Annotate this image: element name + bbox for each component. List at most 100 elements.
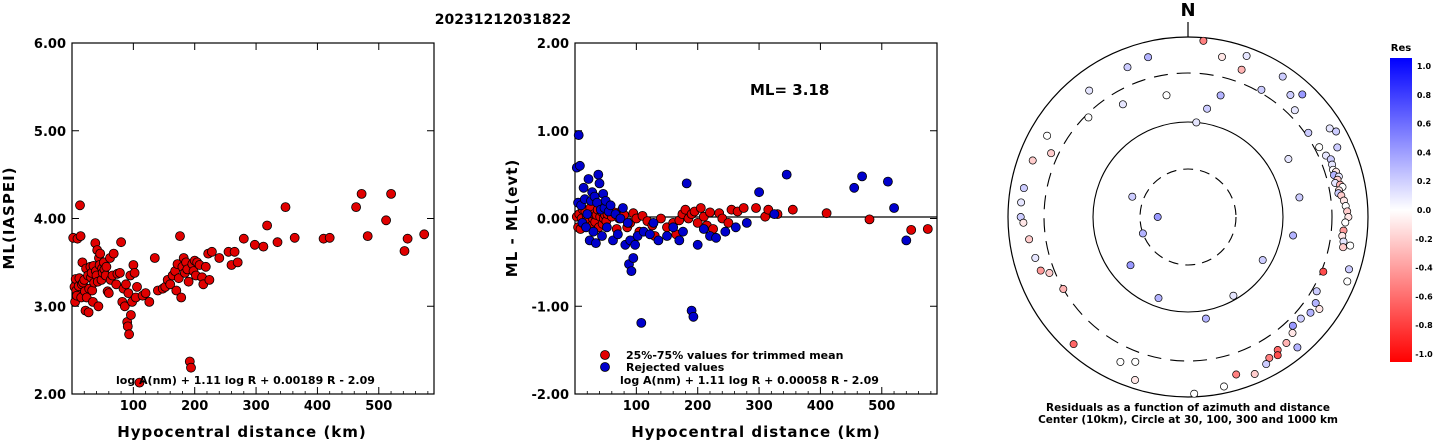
left-data-point bbox=[200, 261, 211, 272]
left-data-point bbox=[95, 248, 106, 259]
middle-data-point bbox=[593, 169, 604, 180]
left-data-point bbox=[134, 377, 145, 388]
middle-data-point bbox=[626, 266, 637, 277]
polar-data-point bbox=[1138, 229, 1147, 238]
left-data-point bbox=[258, 241, 269, 252]
left-data-point bbox=[173, 273, 184, 284]
polar-data-point bbox=[1295, 193, 1304, 202]
middle-data-point bbox=[723, 217, 734, 228]
polar-data-point bbox=[1339, 243, 1348, 252]
middle-data-point bbox=[582, 209, 593, 220]
polar-data-point bbox=[1290, 106, 1299, 115]
middle-data-point bbox=[695, 203, 706, 213]
middle-data-point bbox=[656, 213, 666, 224]
left-data-point bbox=[93, 301, 104, 312]
middle-data-point bbox=[674, 235, 685, 246]
polar-data-point bbox=[1312, 287, 1321, 296]
middle-data-point bbox=[751, 203, 761, 213]
polar-data-point bbox=[1333, 143, 1342, 152]
middle-xtick-label: 400 bbox=[807, 399, 834, 414]
middle-data-point bbox=[578, 182, 589, 193]
left-data-point bbox=[183, 276, 194, 287]
middle-data-point bbox=[668, 222, 679, 233]
left-data-point bbox=[176, 292, 187, 303]
middle-data-point bbox=[645, 229, 655, 240]
polar-data-point bbox=[1220, 382, 1228, 391]
polar-data-point bbox=[1199, 36, 1208, 45]
middle-data-point bbox=[591, 238, 601, 249]
left-data-point bbox=[229, 246, 240, 257]
legend-red-label: 25%-75% values for trimmed mean bbox=[626, 349, 843, 362]
left-data-point bbox=[121, 279, 131, 290]
left-data-point bbox=[356, 188, 367, 199]
left-data-point bbox=[262, 220, 273, 231]
colorbar-tick-label: 0.4 bbox=[1417, 148, 1432, 157]
middle-data-point bbox=[605, 200, 616, 211]
left-data-point bbox=[83, 307, 94, 318]
colorbar-tick-label: -0.4 bbox=[1415, 264, 1433, 273]
north-label: N bbox=[1180, 0, 1195, 21]
middle-data-point bbox=[901, 235, 912, 246]
polar-data-point bbox=[1341, 218, 1350, 227]
colorbar-tick-label: -1.0 bbox=[1415, 350, 1433, 359]
polar-data-point bbox=[1201, 314, 1210, 323]
left-data-point bbox=[324, 232, 335, 243]
polar-data-point bbox=[1118, 100, 1127, 109]
colorbar-tick-label: 0.8 bbox=[1417, 91, 1432, 100]
polar-data-point bbox=[1257, 85, 1266, 94]
middle-data-point bbox=[692, 217, 703, 228]
middle-data-point bbox=[906, 224, 917, 235]
middle-data-point bbox=[857, 171, 867, 182]
middle-data-point bbox=[594, 178, 605, 189]
middle-ytick-label: 0.00 bbox=[537, 213, 569, 228]
polar-data-point bbox=[1144, 53, 1153, 62]
ring-30km bbox=[1139, 168, 1237, 266]
colorbar-title: Res bbox=[1391, 43, 1411, 54]
polar-data-point bbox=[1319, 267, 1328, 276]
middle-data-point bbox=[741, 217, 752, 228]
polar-data-point bbox=[1043, 131, 1052, 140]
middle-ytick-label: 1.00 bbox=[537, 125, 569, 140]
middle-data-point bbox=[630, 239, 640, 250]
left-data-point bbox=[119, 301, 130, 312]
left-data-point bbox=[206, 246, 217, 257]
polar-data-point bbox=[1116, 357, 1125, 366]
left-data-point bbox=[132, 281, 142, 292]
left-data-point bbox=[381, 215, 392, 226]
middle-data-point bbox=[754, 187, 764, 198]
colorbar-tick-label: -0.2 bbox=[1415, 235, 1433, 244]
polar-data-point bbox=[1278, 72, 1287, 81]
left-data-point bbox=[272, 237, 283, 248]
polar-data-point bbox=[1190, 389, 1199, 398]
ring-1000km bbox=[1007, 36, 1369, 398]
polar-data-point bbox=[1192, 118, 1201, 127]
polar-data-point bbox=[1218, 52, 1226, 61]
polar-caption-line2: Center (10km), Circle at 30, 100, 300 an… bbox=[1038, 414, 1338, 426]
middle-x-ticks: 100 200 300 400 500 bbox=[586, 43, 932, 414]
left-data-point bbox=[399, 246, 410, 256]
middle-ytick-label: -2.00 bbox=[532, 388, 569, 403]
middle-data-point bbox=[628, 253, 639, 263]
left-data-point bbox=[103, 288, 114, 299]
polar-data-point bbox=[1085, 86, 1094, 95]
colorbar-tick-label: 1.0 bbox=[1417, 62, 1432, 71]
polar-data-point bbox=[1162, 91, 1171, 100]
middle-data-point bbox=[787, 204, 798, 215]
left-ytick-label: 3.00 bbox=[34, 300, 66, 315]
middle-ytick-label: -1.00 bbox=[532, 300, 569, 315]
left-data-point bbox=[165, 279, 176, 290]
polar-panel: N Residuals as a function of azimuth and… bbox=[1007, 0, 1369, 426]
left-data-point bbox=[289, 232, 300, 243]
left-data-point bbox=[122, 321, 133, 332]
polar-data-point bbox=[1242, 51, 1251, 60]
polar-data-point bbox=[1250, 370, 1259, 378]
polar-data-point bbox=[1237, 65, 1246, 74]
polar-data-point bbox=[1286, 91, 1295, 99]
polar-data-point bbox=[1282, 339, 1291, 347]
left-data-point bbox=[108, 248, 119, 259]
polar-data-point bbox=[1288, 329, 1297, 337]
polar-data-point bbox=[1153, 213, 1162, 221]
ml-value-label: ML= 3.18 bbox=[750, 81, 829, 99]
left-data-point bbox=[186, 362, 196, 373]
